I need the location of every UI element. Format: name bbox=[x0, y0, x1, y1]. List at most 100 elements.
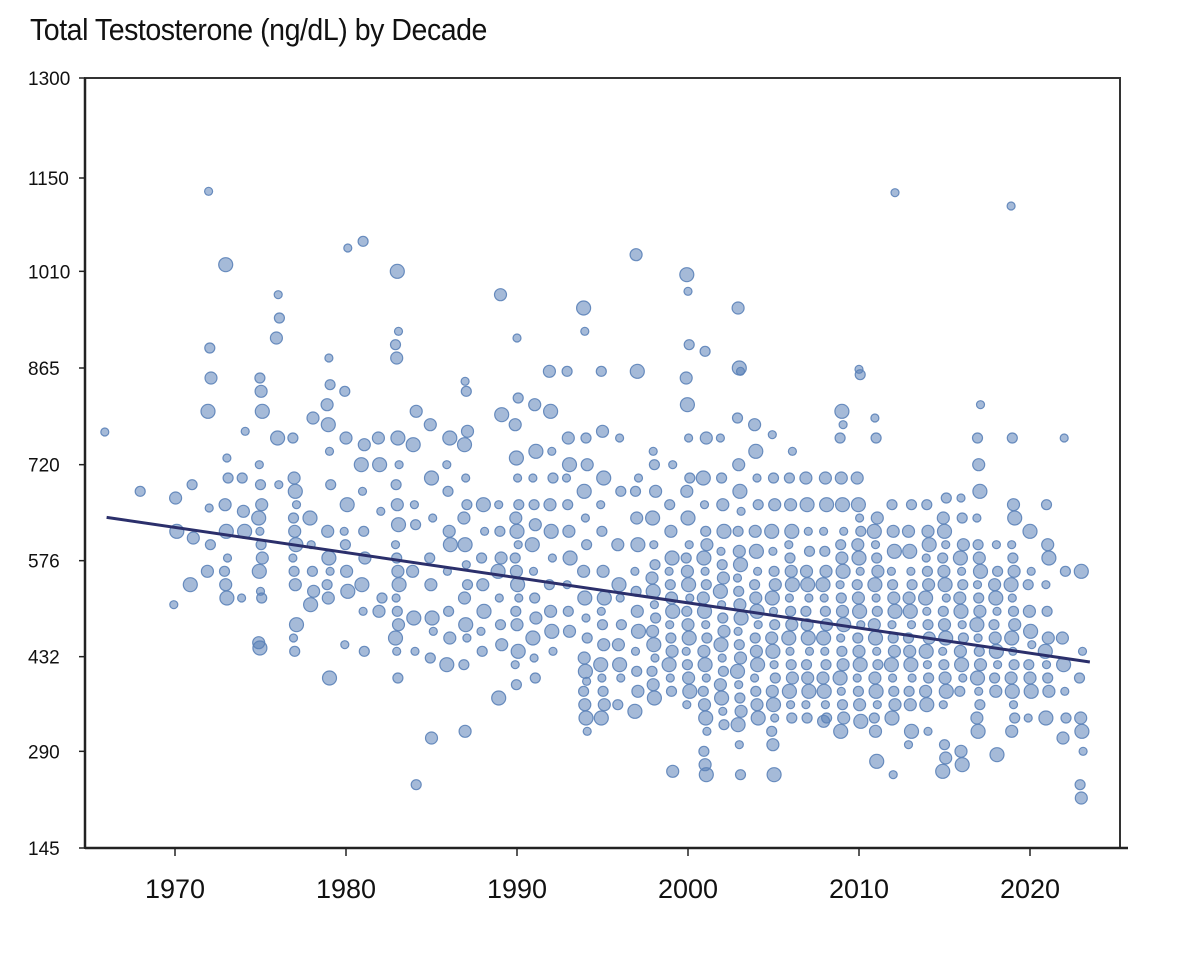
data-point bbox=[836, 699, 849, 711]
data-point bbox=[886, 579, 899, 591]
data-point bbox=[818, 471, 833, 485]
data-point bbox=[903, 685, 915, 697]
data-point bbox=[887, 644, 902, 658]
data-point bbox=[954, 685, 966, 697]
data-point bbox=[855, 566, 865, 576]
data-point bbox=[750, 710, 766, 726]
data-point bbox=[1059, 433, 1069, 443]
data-point bbox=[800, 630, 816, 646]
data-point bbox=[254, 460, 264, 470]
data-point bbox=[716, 523, 732, 539]
data-point bbox=[528, 473, 538, 483]
data-point bbox=[428, 626, 438, 636]
data-point bbox=[921, 578, 936, 592]
data-point bbox=[645, 624, 660, 638]
y-tick-label: 145 bbox=[28, 839, 60, 860]
data-point bbox=[938, 700, 948, 710]
data-point bbox=[222, 453, 232, 463]
data-point bbox=[409, 404, 423, 418]
data-point bbox=[424, 610, 440, 626]
data-point bbox=[509, 523, 525, 539]
data-point bbox=[953, 644, 968, 658]
data-point bbox=[922, 672, 935, 684]
data-point bbox=[766, 725, 778, 737]
data-point bbox=[922, 606, 932, 616]
data-point bbox=[682, 700, 692, 710]
data-point bbox=[442, 524, 456, 538]
data-point bbox=[254, 479, 267, 491]
data-point bbox=[680, 484, 694, 498]
data-point bbox=[735, 366, 746, 376]
data-point bbox=[972, 580, 983, 590]
data-point bbox=[596, 619, 609, 631]
data-point bbox=[354, 577, 370, 593]
data-point bbox=[204, 503, 214, 513]
data-point bbox=[547, 446, 557, 456]
data-point bbox=[888, 698, 902, 712]
data-point bbox=[288, 617, 305, 633]
data-point bbox=[884, 710, 900, 726]
data-point bbox=[494, 407, 510, 423]
data-point bbox=[443, 631, 457, 645]
data-point bbox=[387, 630, 404, 646]
data-point bbox=[752, 566, 763, 576]
data-point bbox=[428, 513, 438, 523]
data-point bbox=[901, 524, 916, 538]
data-point bbox=[868, 683, 884, 699]
data-point bbox=[476, 603, 492, 619]
data-point bbox=[973, 645, 985, 657]
data-point bbox=[872, 659, 884, 671]
data-point bbox=[1022, 623, 1039, 639]
data-point bbox=[580, 539, 593, 551]
data-point bbox=[1022, 579, 1034, 591]
data-point bbox=[562, 624, 577, 638]
data-point bbox=[548, 646, 558, 656]
data-point bbox=[969, 617, 985, 633]
data-point bbox=[1027, 640, 1037, 650]
data-point bbox=[627, 703, 643, 719]
data-point bbox=[289, 645, 301, 657]
data-point bbox=[575, 300, 592, 316]
data-point bbox=[1007, 593, 1017, 603]
data-point bbox=[938, 683, 954, 699]
data-point bbox=[937, 552, 949, 564]
data-point bbox=[800, 659, 813, 671]
data-point bbox=[461, 560, 471, 570]
data-point bbox=[460, 424, 475, 438]
data-point bbox=[956, 566, 967, 576]
data-point bbox=[630, 537, 646, 553]
data-point bbox=[649, 559, 661, 571]
data-point bbox=[593, 657, 609, 673]
data-point bbox=[580, 326, 590, 336]
data-point bbox=[390, 517, 407, 533]
data-point bbox=[390, 430, 406, 446]
data-point bbox=[390, 498, 404, 512]
data-point bbox=[270, 430, 286, 446]
data-point bbox=[513, 540, 523, 550]
data-point bbox=[287, 432, 299, 444]
data-point bbox=[578, 698, 592, 712]
data-point bbox=[273, 290, 283, 300]
data-point bbox=[288, 524, 302, 538]
data-point bbox=[820, 659, 832, 671]
data-point bbox=[1040, 499, 1053, 511]
data-point bbox=[200, 564, 214, 578]
data-point bbox=[683, 339, 695, 351]
data-point bbox=[394, 460, 404, 470]
data-point bbox=[766, 767, 782, 783]
data-point bbox=[254, 403, 270, 419]
data-point bbox=[732, 525, 744, 537]
data-point bbox=[886, 524, 900, 538]
data-point bbox=[100, 427, 110, 437]
data-point bbox=[935, 763, 951, 779]
data-point bbox=[733, 626, 743, 636]
data-point bbox=[938, 739, 951, 751]
data-point bbox=[410, 779, 422, 791]
data-point bbox=[543, 604, 558, 618]
data-point bbox=[288, 578, 302, 592]
data-point bbox=[509, 511, 523, 525]
data-point bbox=[886, 566, 897, 576]
data-point bbox=[376, 592, 388, 604]
data-point bbox=[989, 684, 1003, 698]
data-point bbox=[1056, 731, 1070, 745]
